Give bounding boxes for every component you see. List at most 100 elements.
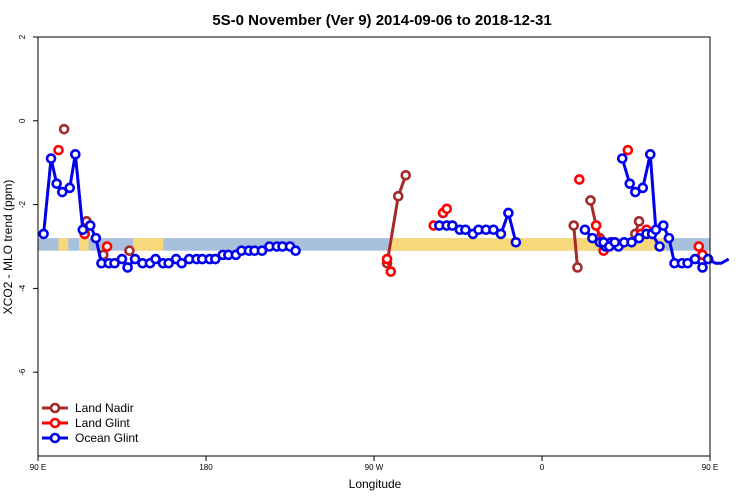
data-point: [572, 262, 583, 273]
data-point: [488, 224, 499, 236]
legend-item: Land Nadir: [42, 401, 134, 415]
data-point: [90, 232, 102, 244]
land-band-segment: [435, 238, 438, 251]
land-band-segment: [583, 238, 586, 251]
data-point: [84, 220, 96, 231]
data-point: [116, 253, 128, 265]
legend-label: Land Glint: [75, 416, 130, 430]
data-point: [622, 144, 634, 156]
data-point: [109, 257, 120, 269]
land-band-segment: [465, 238, 468, 251]
land-band-segment: [448, 238, 451, 251]
data-point: [495, 228, 507, 240]
land-band-segment: [543, 238, 547, 251]
land-band-segment: [60, 238, 63, 251]
land-band-segment: [458, 238, 461, 251]
data-point: [654, 241, 665, 252]
legend-label: Land Nadir: [75, 401, 134, 415]
land-band-segment: [441, 238, 444, 251]
legend-marker: [49, 432, 61, 444]
land-band-segment: [144, 238, 147, 251]
land-band-segment: [151, 238, 155, 251]
land-band-segment: [579, 238, 582, 251]
land-band-segment: [497, 238, 500, 251]
y-axis-ticks: 2 0 -2 -4 -6: [18, 34, 38, 376]
data-point: [385, 266, 397, 277]
data-point: [101, 241, 113, 252]
data-point: [447, 220, 458, 231]
land-band-segment: [527, 238, 530, 251]
data-point: [45, 153, 57, 164]
land-band-segment: [482, 238, 485, 251]
y-tick-label: -4: [18, 284, 27, 292]
y-axis-label: XCO2 - MLO trend (ppm): [1, 180, 15, 315]
land-band-segment: [549, 238, 552, 251]
data-point: [658, 220, 669, 231]
land-band-segment: [405, 238, 408, 251]
land-band-segment: [486, 238, 489, 251]
land-band-segment: [547, 238, 550, 251]
land-band-segment: [640, 238, 644, 251]
land-band-segment: [493, 238, 496, 251]
land-band-segment: [439, 238, 442, 251]
land-band-segment: [538, 238, 541, 251]
land-band-segment: [138, 238, 141, 251]
land-band-segment: [536, 238, 539, 251]
y-tick-label: 0: [18, 118, 27, 123]
land-band-segment: [142, 238, 145, 251]
land-band-segment: [555, 238, 558, 251]
data-point: [77, 224, 89, 236]
data-point: [441, 203, 453, 215]
y-tick-label: -2: [18, 200, 27, 208]
land-band-segment: [472, 238, 476, 251]
data-point: [70, 149, 81, 160]
land-band-segment: [459, 238, 463, 251]
land-band-segment: [506, 238, 509, 251]
land-band-segment: [463, 238, 466, 251]
land-band-segment: [532, 238, 535, 251]
x-tick-label: 90 W: [365, 463, 384, 472]
land-band-segment: [489, 238, 492, 251]
land-ocean-band: [38, 238, 710, 251]
land-band-segment: [474, 238, 477, 251]
data-point: [256, 245, 268, 256]
land-band-segment: [133, 238, 136, 251]
x-tick-label: 90 E: [30, 463, 46, 472]
data-point: [381, 253, 393, 265]
land-band-segment: [418, 238, 421, 251]
land-band-segment: [415, 238, 418, 251]
land-band-segment: [590, 238, 593, 251]
land-band-segment: [652, 238, 655, 251]
x-axis-ticks: 90 E 180 90 W 0 90 E: [30, 456, 718, 472]
land-band-segment: [443, 238, 446, 251]
land-band-segment: [400, 238, 403, 251]
land-band-segment: [499, 238, 502, 251]
series-ocean-glint: [38, 149, 730, 273]
data-point: [150, 253, 161, 265]
land-band-segment: [487, 238, 491, 251]
data-point: [51, 178, 62, 189]
land-band-segment: [86, 238, 89, 251]
land-band-segment: [566, 238, 569, 251]
land-band-segment: [437, 238, 440, 251]
land-band-segment: [446, 238, 449, 251]
land-band-segment: [84, 238, 87, 251]
x-tick-label: 90 E: [702, 463, 718, 472]
land-band-segment: [558, 238, 561, 251]
data-point: [503, 207, 514, 219]
land-band-segment: [553, 238, 556, 251]
land-band-segment: [556, 238, 560, 251]
land-band-segment: [433, 238, 436, 251]
data-point: [510, 237, 522, 248]
y-tick-label: 2: [18, 34, 27, 39]
data-point: [693, 241, 705, 252]
x-axis-label: Longitude: [349, 477, 402, 491]
data-point: [568, 220, 580, 231]
land-band-segment: [422, 238, 425, 251]
data-point: [64, 182, 76, 194]
data-point: [53, 144, 64, 156]
data-point: [460, 224, 471, 236]
data-point: [176, 257, 188, 269]
data-point: [626, 237, 637, 248]
